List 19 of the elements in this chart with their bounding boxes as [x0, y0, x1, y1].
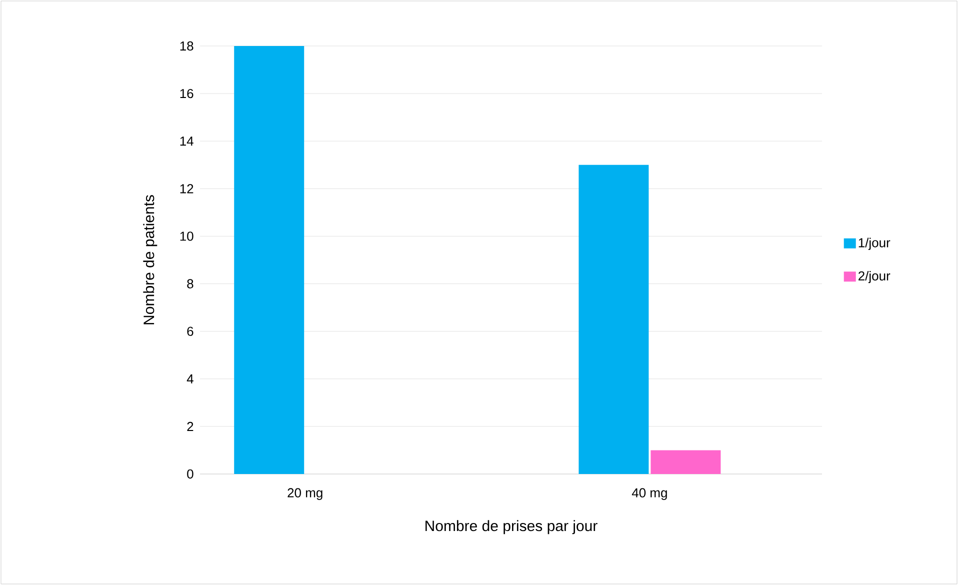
y-tick-label: 18	[180, 41, 194, 51]
x-axis-title: Nombre de prises par jour	[426, 520, 598, 534]
y-tick-label: 16	[180, 88, 194, 98]
bar	[578, 164, 649, 474]
y-tick-label: 6	[187, 326, 194, 336]
y-tick-label: 12	[180, 184, 194, 194]
y-tick-label: 10	[180, 232, 194, 241]
y-axis-title: Nombre de patients	[143, 195, 158, 324]
y-tick-label: 2	[187, 422, 194, 431]
y-tick-label: 14	[180, 136, 194, 146]
legend-label: 1/jour	[858, 238, 890, 250]
bar	[650, 450, 721, 474]
legend-label: 2/jour	[858, 270, 890, 284]
x-tick-label: 40 mg	[632, 488, 667, 500]
y-tick-label: 8	[187, 279, 194, 288]
x-tick-label: 20 mg	[288, 488, 322, 500]
y-tick-label: 4	[186, 374, 194, 384]
bar	[234, 46, 304, 474]
y-tick-label: 0	[187, 469, 194, 479]
